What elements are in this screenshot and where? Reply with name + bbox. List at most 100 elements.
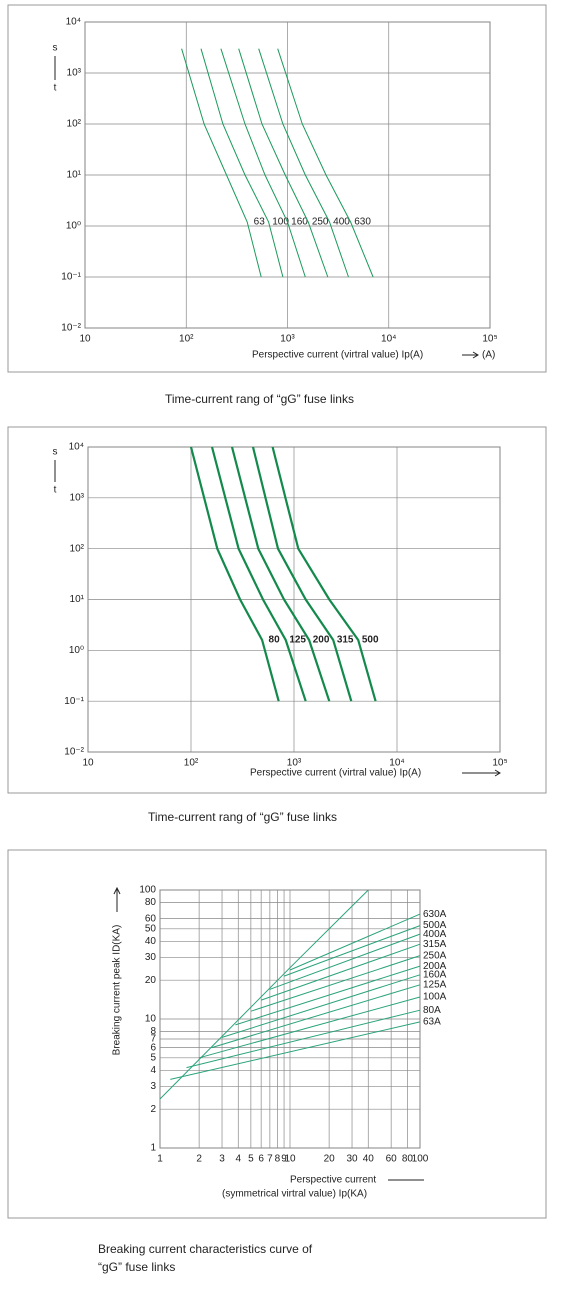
curve [261,943,421,1001]
x-tick-label: 80 [402,1154,414,1165]
y-tick-label: 10⁰ [66,221,81,232]
curve [198,996,421,1059]
x-tick-label: 40 [363,1154,375,1165]
curve [186,1009,421,1069]
x-tick-label: 10² [184,758,199,769]
x-tick-label: 60 [386,1154,398,1165]
y-tick-label: 4 [150,1065,156,1076]
y-tick-label: 10⁻¹ [64,696,84,707]
y-tick-label: 6 [150,1042,156,1053]
curve [251,446,353,702]
x-tick-label: 10 [284,1154,296,1165]
y-tick-label: 100 [139,885,156,896]
x-axis-label: Perspective current [290,1175,376,1186]
series-label: 160A [423,969,447,980]
y-tick-label: 10¹ [67,170,82,181]
y-tick-label: 10³ [70,492,85,503]
curve [258,48,349,278]
y-tick-label: 8 [150,1026,156,1037]
chart-frame [7,426,547,794]
curve [269,933,421,990]
x-tick-label: 8 [275,1154,281,1165]
y-tick-label: 10⁴ [69,442,84,453]
series-label: 250A [423,950,447,961]
x-tick-label: 6 [258,1154,264,1165]
series-label: 400A [423,929,447,940]
series-label: 200A [423,961,447,972]
y-tick-label: 10 [145,1014,157,1025]
axis-arrow [462,351,479,359]
x-tick-label: 5 [248,1154,254,1165]
x-tick-label: 2 [196,1154,202,1165]
x-tick-label: 10³ [287,758,302,769]
curve [170,1021,421,1080]
axis-arrow [113,886,121,912]
y-tick-label: 10¹ [70,594,85,605]
series-label: 160 [291,217,308,228]
y-tick-label: 10² [70,543,85,554]
y-tick-label: 10⁻¹ [61,272,81,283]
caption: Breaking current characteristics curve o… [98,1242,313,1256]
series-label: 63 [254,217,266,228]
y-tick-label: 50 [145,923,157,934]
y-tick-label: 7 [150,1034,156,1045]
x-tick-label: 10⁴ [381,334,396,345]
y-tick-label: 60 [145,913,157,924]
curve [181,48,262,278]
y-tick-label: 2 [150,1104,156,1115]
chart-frame [7,849,547,1219]
series-label: 80A [423,1005,441,1016]
series-label: 315 [337,635,354,646]
caption: “gG” fuse links [98,1260,175,1274]
y-tick-label: 10⁰ [69,645,84,656]
x-axis-label: Perspective current (virtral value) Ip(A… [250,768,421,779]
x-tick-label: 9 [281,1154,287,1165]
y-tick-label: 10² [67,119,82,130]
curve [220,48,306,278]
series-label: 125 [289,635,306,646]
y-tick-label: 40 [145,936,157,947]
series-label: 250 [312,217,329,228]
x-tick-label: 10⁵ [482,334,497,345]
series-label: 500 [362,635,379,646]
chart-frame [7,4,547,373]
curve [250,955,421,1012]
curve [238,48,329,278]
y-tick-label: 10⁴ [66,17,81,28]
y-axis-label: s [53,43,58,54]
curve [210,446,307,702]
y-axis-label: t [54,485,57,496]
curve [211,984,421,1049]
curve [283,925,421,977]
x-tick-label: 4 [235,1154,241,1165]
curve [277,48,374,278]
y-tick-label: 20 [145,975,157,986]
caption: Time-current rang of “gG” fuse links [165,392,354,406]
curve [159,889,369,1100]
series-label: 125A [423,979,447,990]
series-label: 80 [269,635,281,646]
x-axis-label: (symmetrical virtral value) Ip(KA) [222,1189,367,1200]
series-label: 100A [423,992,447,1003]
x-tick-label: 10⁵ [492,758,507,769]
series-label: 400 [333,217,350,228]
y-axis-label: s [53,447,58,458]
curve [200,48,284,278]
x-axis-unit: (A) [482,350,495,361]
series-label: 200 [313,635,330,646]
x-tick-label: 10³ [280,334,295,345]
curve [221,974,421,1038]
y-tick-label: 10³ [67,68,82,79]
curve [189,446,280,702]
series-label: 630A [423,909,447,920]
y-tick-label: 80 [145,897,157,908]
y-tick-label: 30 [145,952,157,963]
x-axis-label: Perspective current (virtral value) Ip(A… [252,350,423,361]
y-tick-label: 1 [150,1143,156,1154]
x-tick-label: 20 [324,1154,336,1165]
y-tick-label: 10⁻² [61,323,81,334]
y-axis-label: Breaking current peak ID(KA) [112,925,123,1056]
x-tick-label: 7 [267,1154,273,1165]
curve [271,446,377,702]
series-label: 315A [423,939,447,950]
